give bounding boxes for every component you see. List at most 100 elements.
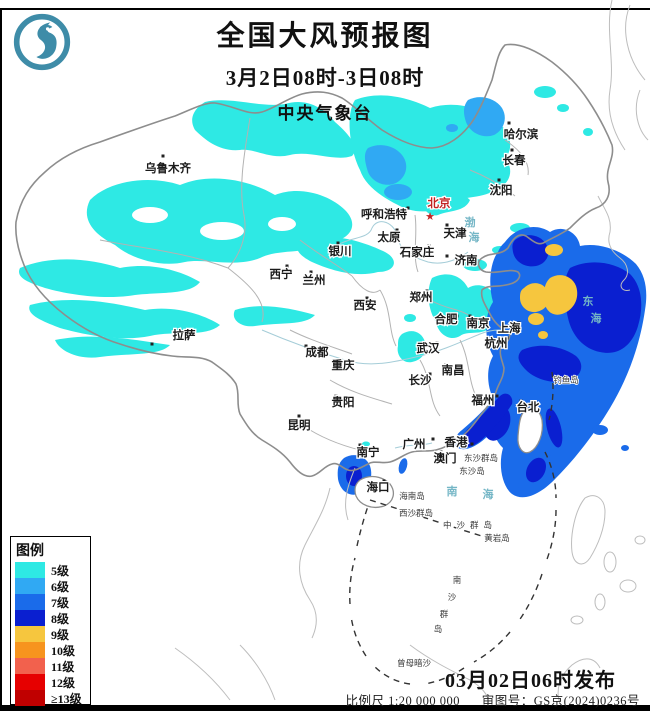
- rivers: [261, 221, 513, 449]
- sea-labels: 渤海东海南海: [447, 215, 602, 501]
- legend-swatch: [15, 642, 45, 658]
- legend-label: 6级: [51, 579, 70, 594]
- city-label: 郑州: [410, 290, 433, 304]
- city-label: 澳门: [434, 451, 457, 465]
- city-label: 拉萨: [173, 328, 196, 342]
- city-label: 福州: [471, 393, 495, 407]
- island-name-label: 海南岛: [399, 491, 425, 501]
- city-label: 长沙: [409, 373, 432, 387]
- city-dot: [495, 394, 499, 398]
- frame-top-border: [0, 8, 650, 10]
- frame-bottom-border: [0, 705, 650, 711]
- city-label: 乌鲁木齐: [145, 161, 191, 175]
- legend-label: 8级: [51, 611, 70, 626]
- city-dot: [470, 442, 474, 446]
- city-label: 石家庄: [399, 245, 435, 259]
- island-name-label: 东沙岛: [459, 466, 485, 476]
- city-dot: [365, 296, 369, 300]
- city-dot: [468, 314, 472, 318]
- city-dot: [358, 443, 362, 447]
- frame-left-border: [0, 8, 2, 705]
- legend-label: 11级: [51, 659, 75, 674]
- city-dot: [445, 254, 449, 258]
- legend-swatch: [15, 610, 45, 626]
- issue-time: 03月02日06时发布: [445, 670, 616, 692]
- city-dot: [505, 336, 509, 340]
- hainan-island: [354, 475, 395, 509]
- sea-name-label: 海: [469, 230, 480, 244]
- city-label: 武汉: [417, 341, 440, 355]
- legend-item: 9级: [15, 626, 90, 642]
- legend-swatch: [15, 658, 45, 674]
- city-dot: [517, 321, 521, 325]
- city-label: 成都: [306, 345, 329, 359]
- city-dot: [439, 450, 443, 454]
- city-dot: [334, 394, 338, 398]
- city-label: 香港: [444, 435, 468, 449]
- legend-label: ≥13级: [51, 691, 82, 706]
- sea-name-label: 东: [583, 294, 594, 308]
- sea-name-label: 海: [483, 487, 494, 501]
- city-label: 昆明: [288, 418, 311, 432]
- city-dot: [507, 121, 511, 125]
- wind-patches: [19, 86, 647, 498]
- city-dot: [309, 270, 313, 274]
- legend-swatch: [15, 674, 45, 690]
- legend-label: 7级: [51, 595, 70, 610]
- legend-item: 11级: [15, 658, 90, 674]
- capital-star-icon: ★: [425, 210, 435, 223]
- city-label: 杭州: [485, 336, 508, 350]
- island-name-label: 沙: [448, 592, 457, 602]
- city-label: 北京: [428, 196, 451, 210]
- city-dot: [297, 414, 301, 418]
- city-dot: [425, 289, 429, 293]
- nine-dash-line: [349, 371, 557, 685]
- legend-item: 10级: [15, 642, 90, 658]
- cma-logo-icon: [13, 13, 71, 71]
- sea-name-label: 渤: [465, 215, 476, 229]
- legend-swatch: [15, 578, 45, 594]
- city-label: 贵阳: [332, 395, 355, 409]
- city-label: 兰州: [303, 273, 326, 287]
- island-name-label: 东沙群岛: [464, 453, 498, 463]
- city-dot: [336, 241, 340, 245]
- legend-swatches: 5级 6级 7级 8级 9级 10级 11级 12级 ≥13级: [11, 562, 90, 706]
- city-label: 银川: [329, 244, 352, 258]
- island-name-label: 岛: [434, 624, 443, 634]
- legend-swatch: [15, 690, 45, 706]
- city-dot: [510, 148, 514, 152]
- sea-name-label: 南: [447, 484, 458, 498]
- city-dot: [445, 223, 449, 227]
- legend-title: 图例: [16, 544, 44, 559]
- city-label: 济南: [455, 253, 478, 267]
- city-dot: [395, 228, 399, 232]
- island-name-label: 西沙群岛: [399, 508, 433, 518]
- city-dot: [150, 342, 154, 346]
- city-dot: [435, 341, 439, 345]
- city-label: 西宁: [270, 267, 293, 281]
- city-label: 南昌: [442, 363, 465, 377]
- island-name-label: 钓鱼岛: [553, 375, 579, 385]
- legend-label: 10级: [51, 643, 76, 658]
- approval-number: 审图号：GS京(2024)0236号: [481, 694, 640, 708]
- city-dot: [428, 372, 432, 376]
- foreign-coastlines: [174, 0, 649, 705]
- city-label: 合肥: [435, 312, 458, 326]
- island-name-label: 南: [453, 575, 462, 585]
- island-name-label: 群: [440, 609, 449, 619]
- legend-item: 8级: [15, 610, 90, 626]
- legend-swatch: [15, 594, 45, 610]
- scale-approval-line: 比例尺 1:20 000 000 审图号：GS京(2024)0236号: [345, 690, 640, 709]
- city-label: 上海: [498, 321, 521, 335]
- province-boundaries: [99, 117, 529, 453]
- taiwan-island: [517, 407, 544, 454]
- city-label: 西安: [354, 298, 377, 312]
- legend-box: 图例 5级 6级 7级 8级 9级 10级 11级 12级 ≥13级: [10, 536, 91, 706]
- map-scale: 比例尺 1:20 000 000: [345, 694, 461, 708]
- city-dot: [161, 154, 165, 158]
- city-label: 广州: [403, 437, 426, 451]
- island-name-label: 曾母暗沙: [397, 658, 432, 668]
